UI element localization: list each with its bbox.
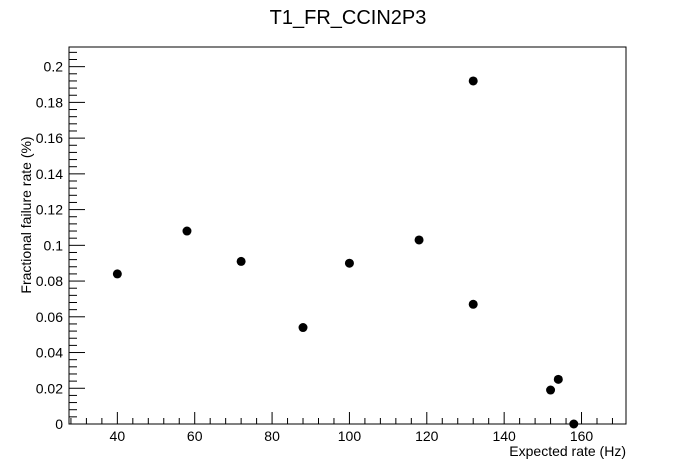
data-point — [546, 385, 556, 395]
data-point — [182, 226, 192, 236]
x-tick-label: 40 — [110, 428, 126, 444]
plot-frame — [68, 46, 627, 425]
y-tick-label: 0.12 — [36, 202, 63, 218]
data-point — [298, 323, 308, 333]
x-axis: 40 60 80 100 120 140 160 — [70, 412, 613, 444]
y-tick-label: 0.08 — [36, 273, 63, 289]
data-point — [569, 419, 579, 429]
y-tick-label: 0.1 — [44, 237, 64, 253]
y-tick-label: 0.06 — [36, 309, 63, 325]
x-tick-label: 80 — [264, 428, 280, 444]
y-axis: 0 0.02 0.04 0.06 0.08 0.1 0.12 0.14 0.16 0.18 0.2 — [36, 51, 85, 432]
x-tick-label: 120 — [415, 428, 439, 444]
y-tick-label: 0 — [55, 416, 63, 432]
y-tick-label: 0.18 — [36, 94, 63, 110]
chart-title: T1_FR_CCIN2P3 — [270, 7, 427, 29]
x-tick-label: 100 — [338, 428, 362, 444]
x-axis-title: Expected rate (Hz) — [509, 443, 626, 459]
x-tick-label: 60 — [187, 428, 203, 444]
data-point — [112, 269, 122, 279]
data-point — [236, 256, 246, 266]
x-tick-label: 160 — [570, 428, 594, 444]
data-points — [112, 76, 579, 429]
y-tick-label: 0.04 — [36, 345, 63, 361]
x-tick-label: 140 — [492, 428, 516, 444]
y-axis-title: Fractional failure rate (%) — [18, 136, 34, 293]
y-tick-label: 0.14 — [36, 166, 63, 182]
y-tick-label: 0.02 — [36, 380, 63, 396]
y-tick-label: 0.2 — [44, 59, 64, 75]
data-point — [468, 299, 478, 309]
data-point — [414, 235, 424, 245]
data-point — [553, 374, 563, 384]
y-tick-label: 0.16 — [36, 130, 63, 146]
data-point — [344, 258, 354, 268]
data-point — [468, 76, 478, 86]
